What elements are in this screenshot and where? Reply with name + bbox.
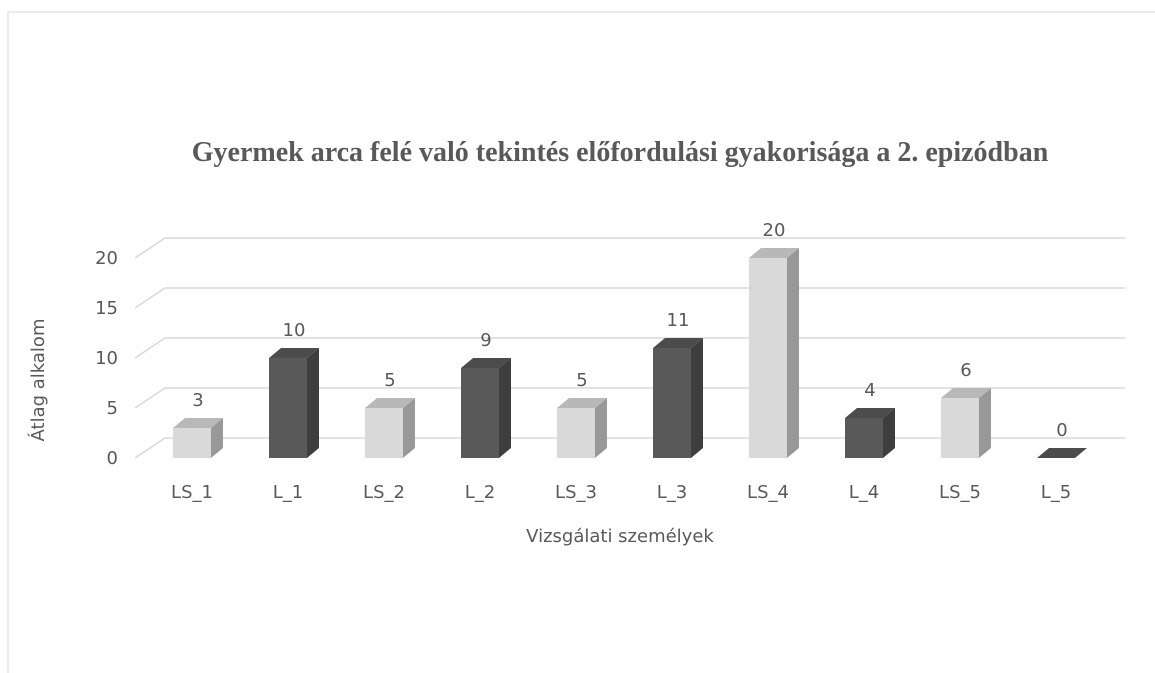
bar-top (653, 338, 703, 348)
x-tick-label: L_3 (657, 482, 687, 503)
bar-top (173, 418, 223, 428)
x-tick-label: LS_1 (171, 482, 213, 503)
x-tick-label: L_4 (849, 482, 879, 503)
bar (173, 428, 211, 458)
x-tick-label: L_2 (465, 482, 495, 503)
x-tick-label: LS_2 (363, 482, 405, 503)
bar (461, 368, 499, 458)
y-tick-label: 20 (95, 248, 118, 269)
x-axis-title: Vizsgálati személyek (526, 526, 714, 547)
data-label: 4 (864, 380, 875, 401)
grid-line (134, 387, 1125, 409)
chart-title: Gyermek arca felé való tekintés előfordu… (191, 137, 1049, 168)
x-tick-label: L_5 (1041, 482, 1071, 503)
data-label: 20 (763, 220, 786, 241)
bar-top (557, 398, 607, 408)
data-label: 11 (667, 310, 690, 331)
chart-border (7, 11, 1155, 673)
bar-top (1037, 448, 1087, 458)
bar-side (595, 398, 607, 458)
bar-side (307, 348, 319, 458)
data-label: 5 (384, 370, 395, 391)
bar-top (941, 388, 991, 398)
x-tick-label: LS_4 (747, 482, 789, 503)
bar-side (979, 388, 991, 458)
bar (749, 258, 787, 458)
y-tick-label: 5 (107, 398, 118, 419)
y-tick-label: 15 (95, 298, 118, 319)
bar-top (845, 408, 895, 418)
bar-side (883, 408, 895, 458)
y-axis-title: Átlag alkalom (27, 319, 49, 442)
y-tick-label: 10 (95, 348, 118, 369)
bar (365, 408, 403, 458)
y-tick-label: 0 (107, 448, 118, 469)
bar-side (211, 418, 223, 458)
data-label: 10 (283, 320, 306, 341)
data-label: 9 (480, 330, 491, 351)
x-tick-label: LS_5 (939, 482, 981, 503)
grid-line (134, 287, 1125, 309)
data-label: 3 (192, 390, 203, 411)
data-label: 0 (1056, 420, 1067, 441)
bar (941, 398, 979, 458)
bar (845, 418, 883, 458)
bar (557, 408, 595, 458)
bar-side (691, 338, 703, 458)
grid-line (134, 337, 1125, 359)
bar-side (787, 248, 799, 458)
grid-line (134, 437, 1125, 459)
bar-side (499, 358, 511, 458)
bar (653, 348, 691, 458)
bar-top (269, 348, 319, 358)
data-label: 6 (960, 360, 971, 381)
x-tick-label: L_1 (273, 482, 303, 503)
bar (269, 358, 307, 458)
bar-top (749, 248, 799, 258)
bar-top (461, 358, 511, 368)
bar-top (365, 398, 415, 408)
bar-side (403, 398, 415, 458)
data-label: 5 (576, 370, 587, 391)
grid-line (134, 237, 1125, 259)
x-tick-label: LS_3 (555, 482, 597, 503)
